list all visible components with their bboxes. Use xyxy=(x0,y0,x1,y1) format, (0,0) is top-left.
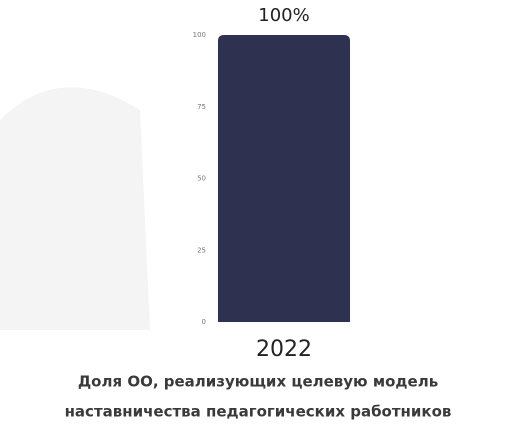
y-tick-label: 100 xyxy=(193,31,206,39)
y-tick-label: 50 xyxy=(197,175,206,183)
background-decoration xyxy=(0,87,150,330)
value-label: 100% xyxy=(258,5,309,26)
y-tick-label: 0 xyxy=(202,318,206,326)
bar xyxy=(217,35,351,322)
y-tick-label: 75 xyxy=(197,103,206,111)
caption-line: наставничества педагогических работников xyxy=(65,403,452,421)
x-tick-label: 2022 xyxy=(256,337,312,362)
caption-line: Доля ОО, реализующих целевую модель xyxy=(78,373,438,391)
y-tick-label: 25 xyxy=(197,246,206,254)
